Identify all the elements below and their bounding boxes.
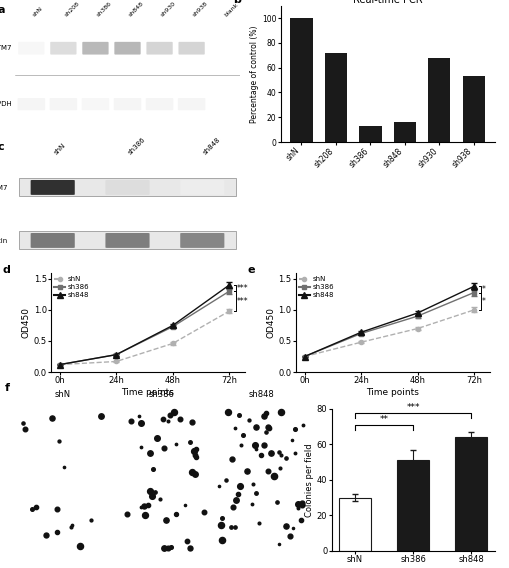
Text: c: c: [0, 142, 4, 152]
Text: a: a: [0, 5, 5, 15]
FancyBboxPatch shape: [17, 98, 45, 110]
FancyBboxPatch shape: [180, 233, 224, 248]
Bar: [462, 76, 484, 142]
Text: shN: shN: [31, 6, 43, 18]
Text: GAPDH: GAPDH: [0, 101, 12, 107]
Text: e: e: [247, 265, 254, 275]
Text: **: **: [379, 415, 388, 424]
FancyBboxPatch shape: [50, 42, 76, 55]
Y-axis label: Colonies per field: Colonies per field: [304, 443, 314, 517]
Bar: [397, 461, 428, 551]
Text: β-actin: β-actin: [0, 237, 8, 244]
Text: CMTM7: CMTM7: [0, 185, 8, 191]
FancyBboxPatch shape: [178, 42, 204, 55]
Y-axis label: OD450: OD450: [266, 307, 275, 338]
Text: sh848: sh848: [248, 390, 274, 399]
Text: b: b: [233, 0, 241, 5]
Text: sh208: sh208: [63, 1, 80, 18]
Y-axis label: Percentage of control (%): Percentage of control (%): [249, 25, 259, 123]
FancyBboxPatch shape: [31, 180, 75, 195]
Bar: [358, 126, 381, 142]
Bar: [427, 58, 449, 142]
Text: d: d: [3, 265, 10, 275]
FancyBboxPatch shape: [105, 233, 149, 248]
FancyBboxPatch shape: [178, 98, 205, 110]
FancyBboxPatch shape: [146, 42, 173, 55]
Legend: shN, sh386, sh848: shN, sh386, sh848: [54, 276, 89, 298]
Text: sh848: sh848: [202, 136, 221, 155]
FancyBboxPatch shape: [31, 233, 75, 248]
Bar: [455, 437, 486, 551]
FancyBboxPatch shape: [114, 42, 140, 55]
Text: sh930: sh930: [159, 1, 176, 18]
Legend: shN, sh386, sh848: shN, sh386, sh848: [299, 276, 333, 298]
FancyBboxPatch shape: [114, 98, 141, 110]
Text: *: *: [481, 285, 485, 294]
FancyBboxPatch shape: [18, 42, 44, 55]
Title: Real-time PCR: Real-time PCR: [352, 0, 421, 5]
X-axis label: Time points: Time points: [365, 388, 418, 397]
Text: CMTM7: CMTM7: [0, 45, 12, 52]
Text: shN: shN: [52, 141, 66, 155]
FancyBboxPatch shape: [82, 42, 108, 55]
Bar: [393, 122, 415, 142]
Text: sh386: sh386: [95, 1, 112, 18]
Bar: [338, 498, 370, 551]
Text: sh938: sh938: [191, 1, 208, 18]
X-axis label: Time points: Time points: [121, 388, 174, 397]
Text: ***: ***: [406, 403, 419, 412]
Bar: [290, 18, 312, 142]
Text: sh386: sh386: [149, 390, 175, 399]
FancyBboxPatch shape: [146, 98, 173, 110]
FancyBboxPatch shape: [81, 98, 109, 110]
Text: ***: ***: [237, 283, 248, 293]
Text: sh386: sh386: [127, 136, 147, 155]
Text: shN: shN: [54, 390, 70, 399]
Y-axis label: OD450: OD450: [22, 307, 31, 338]
FancyBboxPatch shape: [105, 180, 149, 195]
Text: f: f: [5, 383, 10, 394]
Bar: [324, 53, 347, 142]
Bar: [19, 231, 236, 249]
Text: sh848: sh848: [127, 1, 144, 18]
Text: *: *: [481, 296, 485, 306]
Bar: [19, 178, 236, 195]
Text: blank: blank: [223, 2, 239, 18]
Text: ***: ***: [237, 296, 248, 306]
FancyBboxPatch shape: [49, 98, 77, 110]
FancyBboxPatch shape: [180, 180, 224, 195]
